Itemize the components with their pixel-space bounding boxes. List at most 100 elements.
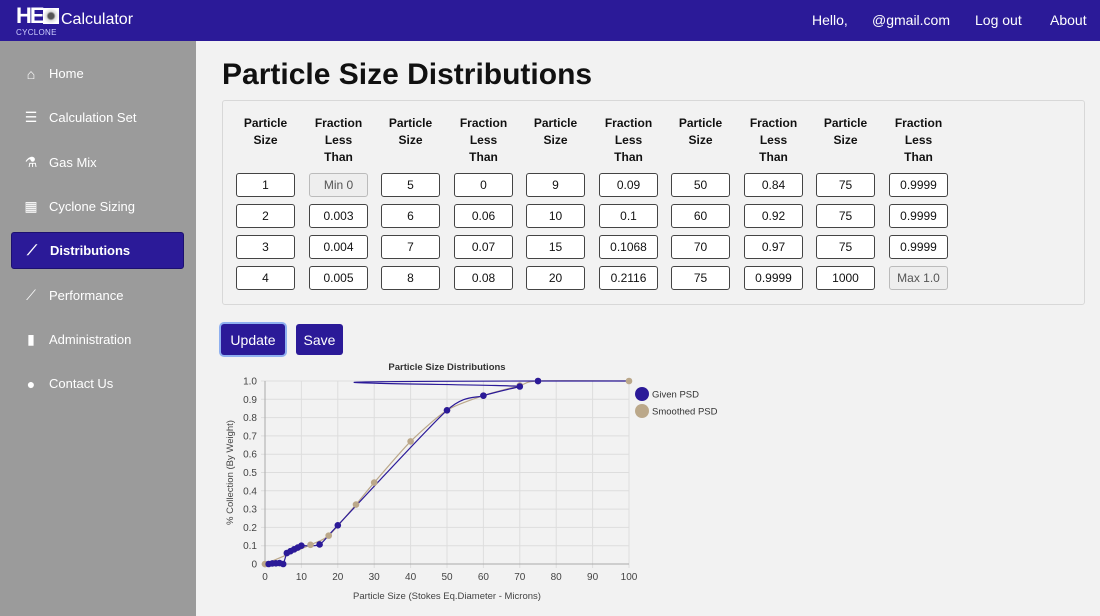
x-tick-label: 70 bbox=[514, 572, 526, 583]
particle-size-input[interactable]: 3 bbox=[236, 235, 295, 259]
logo[interactable]: HE CYCLONE bbox=[16, 3, 59, 37]
particle-size-input[interactable]: 75 bbox=[816, 173, 875, 197]
particle-size-input[interactable]: 6 bbox=[381, 204, 440, 228]
particle-size-input[interactable]: 7 bbox=[381, 235, 440, 259]
sidebar-item-label: Contact Us bbox=[49, 376, 114, 392]
update-button[interactable]: Update bbox=[221, 324, 285, 355]
particle-size-input[interactable]: 8 bbox=[381, 266, 440, 290]
fraction-input[interactable]: 0.07 bbox=[454, 235, 513, 259]
list-icon: ☰ bbox=[24, 109, 38, 126]
fraction-input[interactable]: 0.1 bbox=[599, 204, 658, 228]
sidebar-item-distributions[interactable]: ⟋ Distributions bbox=[11, 232, 184, 270]
particle-size-input[interactable]: 4 bbox=[236, 266, 295, 290]
data-point bbox=[443, 406, 451, 414]
x-tick-label: 40 bbox=[405, 572, 417, 583]
particle-size-input[interactable]: 10 bbox=[526, 204, 585, 228]
header-line: Particle bbox=[678, 116, 723, 130]
fraction-input[interactable]: 0.005 bbox=[309, 266, 368, 290]
fraction-input[interactable]: 0 bbox=[454, 173, 513, 197]
fraction-input[interactable]: 0.9999 bbox=[889, 204, 948, 228]
fraction-input[interactable]: 0.08 bbox=[454, 266, 513, 290]
sidebar-item-gas-mix[interactable]: ⚗ Gas Mix bbox=[11, 144, 184, 181]
particle-size-input[interactable]: 60 bbox=[671, 204, 730, 228]
particle-size-input[interactable]: 2 bbox=[236, 204, 295, 228]
fraction-input[interactable]: 0.97 bbox=[744, 235, 803, 259]
fraction-input[interactable]: 0.84 bbox=[744, 173, 803, 197]
data-point bbox=[325, 532, 332, 539]
fraction-input[interactable]: 0.92 bbox=[744, 204, 803, 228]
header-line: Particle bbox=[388, 116, 433, 130]
particle-size-input[interactable]: 75 bbox=[671, 266, 730, 290]
x-tick-label: 0 bbox=[262, 572, 268, 583]
header-particle-size: Particle Size bbox=[236, 115, 295, 149]
particle-size-input[interactable]: 1 bbox=[236, 173, 295, 197]
fraction-input[interactable]: 0.06 bbox=[454, 204, 513, 228]
particle-size-input[interactable]: 50 bbox=[671, 173, 730, 197]
y-tick-label: 0.1 bbox=[243, 541, 257, 552]
header-fraction-less-than: Fraction Less Than bbox=[599, 115, 658, 166]
data-point bbox=[516, 383, 524, 390]
sidebar-item-label: Performance bbox=[49, 287, 124, 303]
sidebar-item-cyclone-sizing[interactable]: ▦ Cyclone Sizing bbox=[11, 188, 184, 225]
data-point bbox=[407, 438, 414, 445]
header-fraction-less-than: Fraction Less Than bbox=[744, 115, 803, 166]
particle-size-input[interactable]: 75 bbox=[816, 204, 875, 228]
home-icon: ⌂ bbox=[26, 65, 36, 82]
fraction-input[interactable]: 0.004 bbox=[309, 235, 368, 259]
particle-size-input[interactable]: 75 bbox=[816, 235, 875, 259]
header-line: Size bbox=[688, 133, 713, 147]
greeting: Hello, bbox=[812, 12, 848, 28]
fraction-readonly-field: Min 0 bbox=[309, 173, 368, 197]
header-line: Size bbox=[543, 133, 568, 147]
particle-size-input[interactable]: 70 bbox=[671, 235, 730, 259]
about-link[interactable]: About bbox=[1050, 12, 1087, 28]
header-line: Fraction bbox=[604, 116, 653, 130]
particle-size-input[interactable]: 20 bbox=[526, 266, 585, 290]
page-title: Particle Size Distributions bbox=[222, 58, 593, 91]
app-title: Calculator bbox=[61, 11, 134, 28]
fraction-input[interactable]: 0.09 bbox=[599, 173, 658, 197]
fraction-input[interactable]: 0.1068 bbox=[599, 235, 658, 259]
chart-line-icon: ⟋ bbox=[27, 242, 37, 259]
sidebar-item-label: Cyclone Sizing bbox=[49, 198, 135, 214]
sidebar-item-label: Distributions bbox=[50, 243, 131, 259]
logout-link[interactable]: Log out bbox=[975, 12, 1022, 28]
save-button[interactable]: Save bbox=[296, 324, 343, 355]
sidebar-item-home[interactable]: ⌂ Home bbox=[11, 55, 184, 92]
psd-chart: 0 10 20 30 40 50 60 70 80 90 100 0 0.1 0.2 0.3 0.4 0.5 0.… bbox=[225, 362, 718, 602]
header-line: Than bbox=[614, 150, 643, 164]
sidebar-item-calculation-set[interactable]: ☰ Calculation Set bbox=[11, 99, 184, 136]
particle-size-input[interactable]: 15 bbox=[526, 235, 585, 259]
book-icon: ▮ bbox=[27, 330, 35, 347]
logo-text: HE bbox=[16, 3, 45, 28]
header-particle-size: Particle Size bbox=[381, 115, 440, 149]
header-line: Particle bbox=[243, 116, 288, 130]
data-point bbox=[370, 479, 378, 486]
logo-burst-icon bbox=[43, 8, 59, 24]
header-line: Than bbox=[469, 150, 498, 164]
chart-line-icon: ⟋ bbox=[26, 286, 36, 303]
fraction-input[interactable]: 0.9999 bbox=[744, 266, 803, 290]
sidebar-item-administration[interactable]: ▮ Administration bbox=[11, 321, 184, 358]
header-fraction-less-than: Fraction Less Than bbox=[309, 115, 368, 166]
x-tick-label: 90 bbox=[587, 572, 599, 583]
user-email[interactable]: @gmail.com bbox=[872, 12, 951, 28]
data-point bbox=[307, 541, 314, 549]
sidebar-item-contact-us[interactable]: ● Contact Us bbox=[11, 365, 184, 402]
particle-size-input[interactable]: 1000 bbox=[816, 266, 875, 290]
fraction-input[interactable]: 0.003 bbox=[309, 204, 368, 228]
data-point bbox=[298, 542, 305, 549]
y-tick-label: 0.5 bbox=[243, 468, 257, 479]
sidebar-item-performance[interactable]: ⟋ Performance bbox=[11, 277, 184, 314]
fraction-input[interactable]: 0.9999 bbox=[889, 173, 948, 197]
data-point bbox=[316, 541, 323, 548]
particle-size-input[interactable]: 9 bbox=[526, 173, 585, 197]
fraction-input[interactable]: 0.9999 bbox=[889, 235, 948, 259]
chart-title: Particle Size Distributions bbox=[388, 362, 505, 373]
logo-subtext: CYCLONE bbox=[16, 28, 57, 37]
fraction-input[interactable]: 0.2116 bbox=[599, 266, 658, 290]
particle-size-input[interactable]: 5 bbox=[381, 173, 440, 197]
header-line: Less bbox=[469, 133, 498, 147]
header-fraction-less-than: Fraction Less Than bbox=[889, 115, 948, 166]
flask-icon: ⚗ bbox=[24, 153, 38, 170]
